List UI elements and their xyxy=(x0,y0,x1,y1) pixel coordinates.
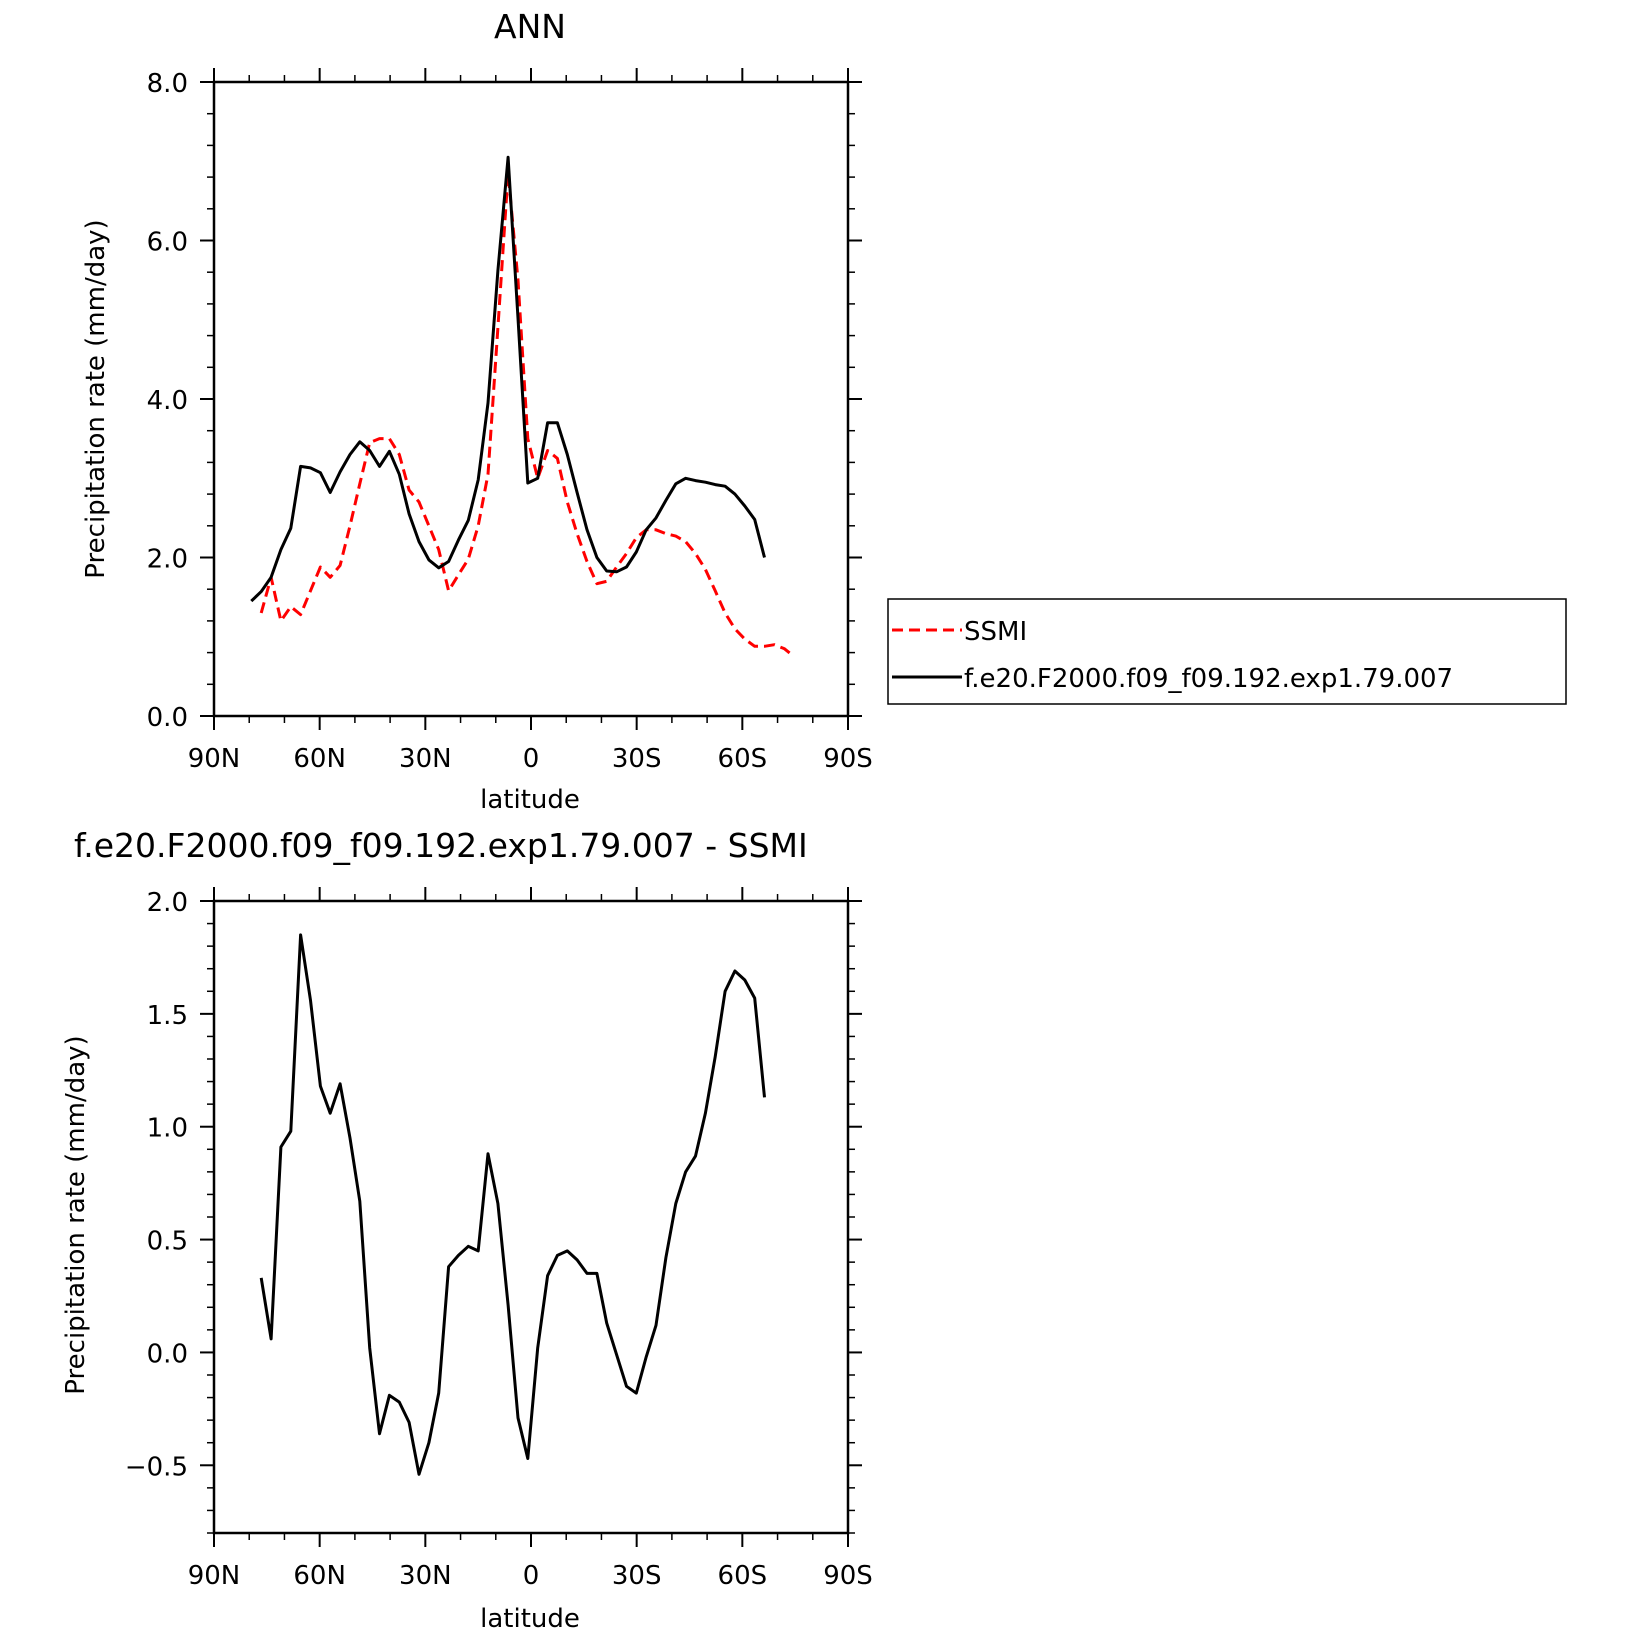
bottom-chart-y-tick-label: 2.0 xyxy=(147,888,188,918)
top-chart-x-tick-label: 0 xyxy=(523,744,540,774)
bottom-chart-y-tick-label: 0.0 xyxy=(147,1339,188,1369)
bottom-chart-x-tick-label: 60N xyxy=(293,1561,346,1591)
legend-label-ssmi: SSMI xyxy=(964,617,1027,647)
bottom-chart-x-tick-label: 90N xyxy=(188,1561,241,1591)
top-chart-y-tick-label: 0.0 xyxy=(147,703,188,733)
top-chart-y-axis-label: Precipitation rate (mm/day) xyxy=(81,219,111,578)
top-chart-series-line-ssmi xyxy=(259,171,796,658)
legend-box xyxy=(887,598,1567,705)
bottom-chart-series-line-difference xyxy=(259,933,766,1476)
top-chart-x-tick-label: 90S xyxy=(823,744,873,774)
top-chart-y-tick-label: 6.0 xyxy=(147,228,188,258)
top-chart-x-tick-label: 60N xyxy=(293,744,346,774)
top-chart: ANN 90N 60N 30N 0 30S 60S 90S 0.0 2.0 4.0 6.0 8.0 l… xyxy=(81,7,873,815)
top-chart-x-tick-label: 30N xyxy=(399,744,452,774)
top-chart-y-tick-label: 2.0 xyxy=(147,545,188,575)
top-chart-y-tick-label: 8.0 xyxy=(147,69,188,99)
bottom-chart-y-tick-label: 1.5 xyxy=(147,1001,188,1031)
top-chart-x-tick-label: 30S xyxy=(612,744,662,774)
bottom-chart-y-tick-label: 1.0 xyxy=(147,1114,188,1144)
bottom-chart-x-axis-label: latitude xyxy=(480,1604,580,1634)
bottom-chart-x-tick-label: 0 xyxy=(523,1561,540,1591)
top-chart-series-line-model xyxy=(250,155,766,603)
top-chart-title: ANN xyxy=(494,7,566,46)
bottom-chart-y-tick-label: −0.5 xyxy=(125,1452,188,1482)
top-chart-x-axis-label: latitude xyxy=(480,785,580,815)
legend: SSMI f.e20.F2000.f09_f09.192.exp1.79.007 xyxy=(887,598,1567,705)
top-chart-x-tick-label: 60S xyxy=(718,744,768,774)
bottom-chart-x-tick-label: 30S xyxy=(612,1561,662,1591)
bottom-chart: f.e20.F2000.f09_f09.192.exp1.79.007 - SS… xyxy=(61,826,873,1634)
top-chart-x-tick-label: 90N xyxy=(188,744,241,774)
bottom-chart-x-tick-label: 90S xyxy=(823,1561,873,1591)
bottom-chart-y-axis-label: Precipitation rate (mm/day) xyxy=(61,1035,91,1394)
top-chart-y-tick-label: 4.0 xyxy=(147,386,188,416)
bottom-chart-y-tick-label: 0.5 xyxy=(147,1227,188,1257)
bottom-chart-x-tick-label: 30N xyxy=(399,1561,452,1591)
legend-label-model: f.e20.F2000.f09_f09.192.exp1.79.007 xyxy=(964,664,1453,694)
bottom-chart-title: f.e20.F2000.f09_f09.192.exp1.79.007 - SS… xyxy=(74,826,808,865)
bottom-chart-x-tick-label: 60S xyxy=(718,1561,768,1591)
top-chart-plot-frame xyxy=(212,80,850,718)
